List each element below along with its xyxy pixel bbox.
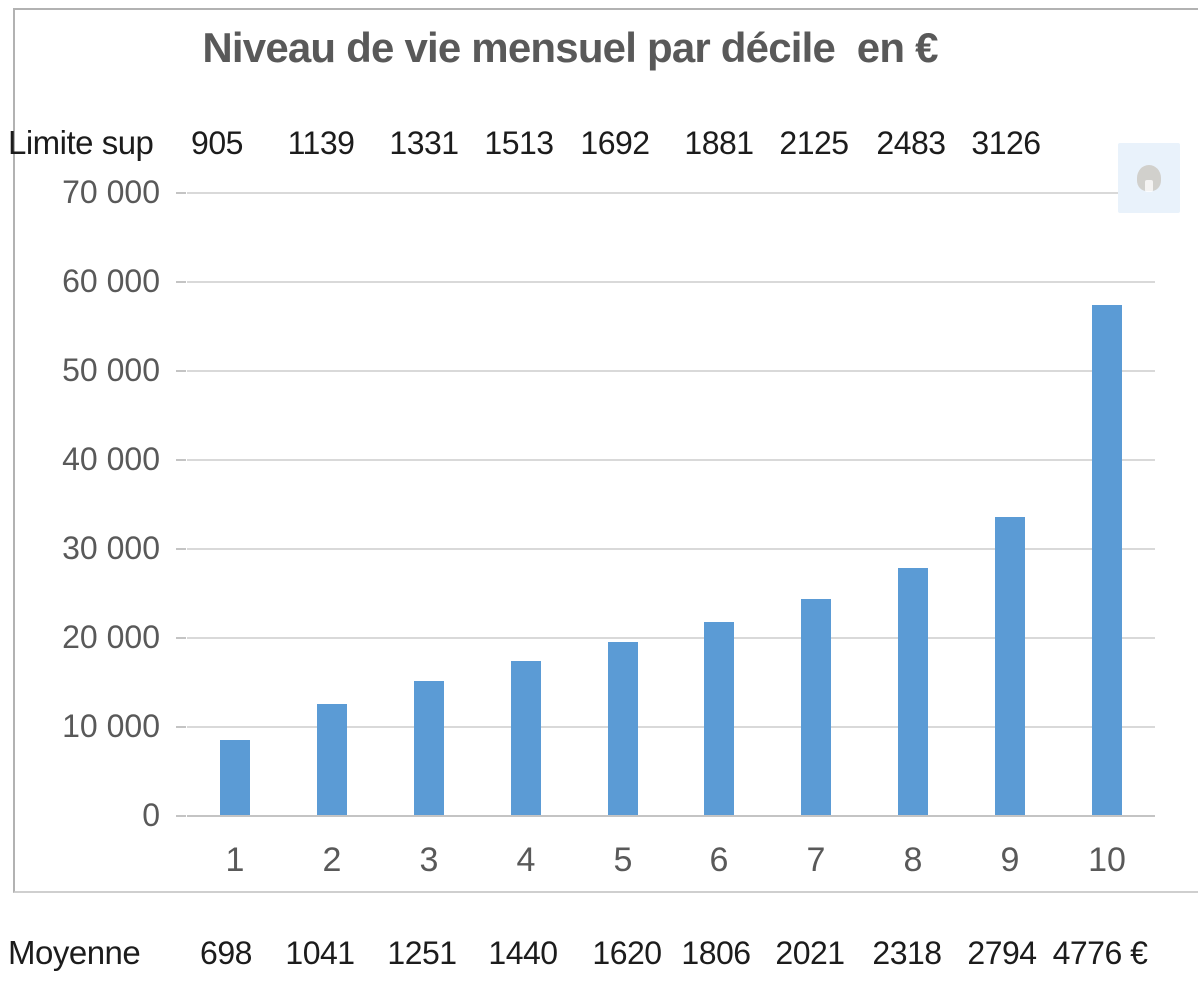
limite-sup-value: 1692: [580, 125, 650, 161]
moyenne-value: 1440: [488, 935, 558, 971]
bar-decile-8[interactable]: [898, 568, 928, 815]
moyenne-value: 2318: [872, 935, 942, 971]
y-axis-label: 10 000: [62, 708, 160, 744]
limite-sup-value: 1881: [684, 125, 754, 161]
gridline: [187, 548, 1155, 550]
gridline: [187, 459, 1155, 461]
bar-decile-3[interactable]: [414, 681, 444, 815]
y-axis-label: 50 000: [62, 352, 160, 388]
y-axis-tick: [176, 726, 186, 728]
bar-decile-9[interactable]: [995, 517, 1025, 815]
y-axis-tick: [176, 548, 186, 550]
chart-styles-button[interactable]: [1118, 143, 1180, 213]
limite-sup-value: 1139: [287, 125, 355, 161]
moyenne-value: 1251: [387, 935, 457, 971]
x-axis-label: 1: [225, 841, 245, 879]
x-axis-label: 10: [1088, 841, 1126, 879]
bar-decile-7[interactable]: [801, 599, 831, 815]
bar-decile-2[interactable]: [317, 704, 347, 815]
y-axis-label: 30 000: [62, 530, 160, 566]
x-axis-label: 7: [806, 841, 826, 879]
y-axis-tick: [176, 192, 186, 194]
moyenne-value: 1806: [681, 935, 751, 971]
moyenne-value: 2021: [775, 935, 845, 971]
x-axis-label: 5: [613, 841, 633, 879]
y-axis-label: 20 000: [62, 619, 160, 655]
gridline: [187, 815, 1155, 817]
gridline: [187, 192, 1155, 194]
limite-sup-value: 2125: [779, 125, 849, 161]
limite-sup-value: 1331: [389, 125, 459, 161]
bar-decile-4[interactable]: [511, 661, 541, 815]
y-axis-tick: [176, 459, 186, 461]
paintbrush-icon: [1137, 165, 1161, 192]
limite-sup-label: Limite sup: [8, 124, 154, 161]
bar-decile-6[interactable]: [704, 622, 734, 815]
moyenne-label: Moyenne: [8, 934, 141, 971]
y-axis-label: 40 000: [62, 441, 160, 477]
limite-sup-value: 1513: [484, 125, 554, 161]
moyenne-value: 1041: [285, 935, 355, 971]
moyenne-value: 2794: [967, 935, 1037, 971]
moyenne-value: 1620: [592, 935, 662, 971]
limite-sup-value: 905: [191, 125, 243, 161]
x-axis-label: 9: [1000, 841, 1020, 879]
y-axis-tick: [176, 370, 186, 372]
bar-decile-5[interactable]: [608, 642, 638, 815]
gridline: [187, 370, 1155, 372]
y-axis-label: 70 000: [62, 174, 160, 210]
y-axis-tick: [176, 815, 186, 817]
x-axis-label: 6: [709, 841, 729, 879]
plot-area: [187, 192, 1155, 817]
y-axis-label: 0: [142, 797, 160, 833]
x-axis-label: 8: [903, 841, 923, 879]
chart-title: Niveau de vie mensuel par décile en €: [202, 24, 938, 71]
bar-decile-1[interactable]: [220, 740, 250, 815]
x-axis-label: 2: [322, 841, 342, 879]
gridline: [187, 281, 1155, 283]
limite-sup-value: 3126: [971, 125, 1041, 161]
gridline: [187, 637, 1155, 639]
y-axis-label: 60 000: [62, 263, 160, 299]
y-axis-tick: [176, 281, 186, 283]
x-axis-label: 4: [516, 841, 536, 879]
y-axis-tick: [176, 637, 186, 639]
bar-decile-10[interactable]: [1092, 305, 1122, 815]
limite-sup-value: 2483: [876, 125, 946, 161]
gridline: [187, 726, 1155, 728]
x-axis-label: 3: [419, 841, 439, 879]
moyenne-value: 4776 €: [1052, 935, 1148, 971]
moyenne-value: 698: [200, 935, 252, 971]
